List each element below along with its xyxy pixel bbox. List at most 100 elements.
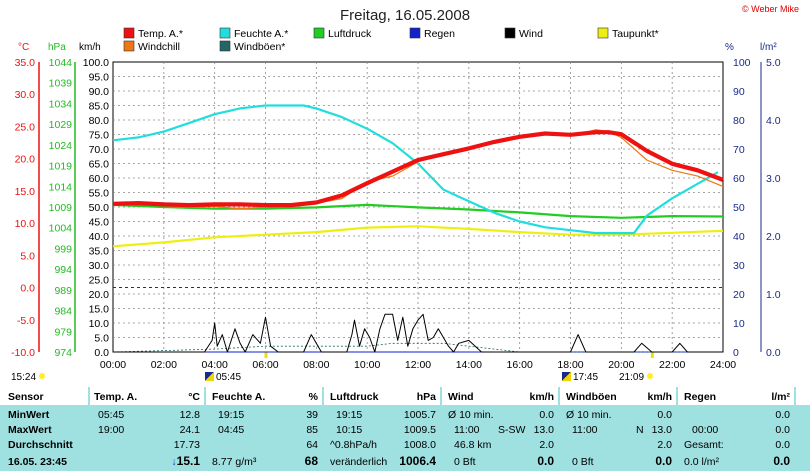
temp-header: Temp. A. — [94, 391, 138, 403]
time-tick: 10:00 — [354, 359, 380, 371]
pressure-trend: ^0.8hPa/h — [330, 439, 377, 451]
gust-max-direction: N — [636, 424, 644, 436]
hpa-tick: 994 — [54, 264, 72, 276]
stats-temp: Temp. A. °C 05:45 12.8 19:00 24.1 17.73 … — [90, 387, 204, 471]
sunrise-icon — [205, 372, 214, 381]
percent-tick: 80 — [733, 115, 745, 127]
kmh-tick: 85.0 — [89, 101, 110, 113]
hpa-tick: 979 — [54, 326, 72, 338]
pressure-current-value: 1006.4 — [399, 454, 436, 468]
rain-total-label: Gesamt: — [684, 439, 724, 451]
celsius-tick: -10.0 — [11, 347, 35, 359]
absolute-humidity: 8.77 g/m³ — [212, 456, 257, 468]
wind-unit: km/h — [529, 391, 554, 403]
legend-label: Temp. A.* — [138, 28, 183, 40]
celsius-tick: -5.0 — [17, 315, 35, 327]
gust-unit: km/h — [647, 391, 672, 403]
hpa-tick: 1044 — [49, 57, 73, 69]
weather-chart: Freitag, 16.05.2008 © Weber Mike Temp. A… — [11, 4, 799, 371]
chart-title: Freitag, 16.05.2008 — [340, 7, 470, 24]
sunrise-marker: 05:45 — [205, 372, 241, 383]
celsius-tick: 30.0 — [15, 89, 36, 101]
legend-label: Windböen* — [234, 41, 285, 53]
wind-header: Wind — [448, 391, 474, 403]
percent-tick: 100 — [733, 57, 751, 69]
kmh-tick: 50.0 — [89, 202, 110, 214]
percent-tick: 10 — [733, 318, 745, 330]
celsius-tick: 0.0 — [20, 283, 35, 295]
sunset-icon — [562, 372, 571, 381]
legend: Temp. A.* Feuchte A.* Luftdruck Regen Wind Ta… — [123, 27, 659, 53]
legend-swatch — [123, 40, 135, 52]
plot-area — [112, 104, 724, 353]
hpa-tick: 974 — [54, 347, 72, 359]
percent-tick: 60 — [733, 173, 745, 185]
time-marker — [264, 352, 268, 358]
rain-tick: 2.0 — [766, 231, 781, 243]
timebar-left-time: 15:24 — [11, 372, 46, 383]
legend-label: Regen — [424, 28, 455, 40]
humidity-avg-value: 64 — [306, 439, 318, 451]
pressure-max-value: 1009.5 — [403, 424, 436, 436]
time-tick: 22:00 — [659, 359, 685, 371]
trend-down-icon: ↓ — [171, 456, 177, 468]
legend-label: Luftdruck — [328, 28, 372, 40]
wind-run: 46.8 km — [454, 439, 492, 451]
kmh-tick: 75.0 — [89, 130, 110, 142]
percent-tick: 50 — [733, 202, 745, 214]
legend-label: Feuchte A.* — [234, 28, 288, 40]
legend-swatch — [597, 27, 609, 39]
temp-current: ↓15.1 — [171, 455, 200, 468]
humidity-max-time: 04:45 — [218, 424, 245, 436]
temp-min-value: 12.8 — [179, 409, 200, 421]
moon-marker: 21:09 — [619, 372, 654, 383]
pressure-unit: hPa — [416, 391, 436, 403]
hpa-tick: 1034 — [49, 98, 73, 110]
celsius-tick: 35.0 — [15, 57, 36, 69]
gust-avg-label: Ø 10 min. — [566, 409, 612, 421]
rain-value-2: 0.0 — [775, 424, 790, 436]
kmh-tick: 95.0 — [89, 72, 110, 84]
temp-current-value: 15.1 — [176, 454, 200, 468]
kmh-tick: 40.0 — [89, 231, 110, 243]
kmh-tick: 15.0 — [89, 304, 110, 316]
time-bar: 15:24 05:45 17:45 21:09 — [0, 372, 810, 384]
pressure-min-value: 1005.7 — [403, 409, 436, 421]
row-label-min: MinWert — [8, 409, 50, 421]
stats-humidity: Feuchte A. % 19:15 39 04:45 85 64 8.77 g… — [206, 387, 322, 471]
kmh-tick: 30.0 — [89, 260, 110, 272]
stats-wind: Wind km/h Ø 10 min. 0.0 11:00 S-SW 13.0 … — [442, 387, 558, 471]
hpa-tick: 1029 — [49, 119, 73, 131]
row-label-max: MaxWert — [8, 424, 52, 436]
time-tick: 08:00 — [303, 359, 329, 371]
series-wind — [113, 313, 723, 353]
humidity-header: Feuchte A. — [212, 391, 266, 403]
series-luftdruck — [112, 203, 724, 219]
wind-current-value: 0.0 — [537, 454, 554, 468]
legend-swatch — [219, 40, 231, 52]
percent-tick: 30 — [733, 260, 745, 272]
wind-avg10-value: 0.0 — [539, 409, 554, 421]
legend-label: Windchill — [138, 41, 180, 53]
pressure-header: Luftdruck — [330, 391, 379, 403]
rain-total-value: 0.0 — [775, 439, 790, 451]
hpa-tick: 1009 — [49, 202, 73, 214]
hpa-tick: 1019 — [49, 161, 73, 173]
kmh-tick: 80.0 — [89, 115, 110, 127]
unit-percent: % — [725, 42, 734, 53]
credit-label: © Weber Mike — [742, 4, 799, 14]
pressure-max-time: 10:15 — [336, 424, 363, 436]
kmh-tick: 60.0 — [89, 173, 110, 185]
stats-edge — [796, 387, 810, 471]
humidity-current-value: 68 — [304, 454, 318, 468]
rain-tick: 5.0 — [766, 57, 781, 69]
kmh-tick: 0.0 — [94, 347, 109, 359]
kmh-tick: 20.0 — [89, 289, 110, 301]
row-label-avg: Durchschnitt — [8, 439, 73, 451]
hpa-tick: 989 — [54, 285, 72, 297]
kmh-tick: 100.0 — [83, 57, 109, 69]
wind-avg-label: Ø 10 min. — [448, 409, 494, 421]
hpa-tick: 999 — [54, 243, 72, 255]
wind-avg-value: 2.0 — [539, 439, 554, 451]
celsius-tick: 10.0 — [15, 218, 36, 230]
